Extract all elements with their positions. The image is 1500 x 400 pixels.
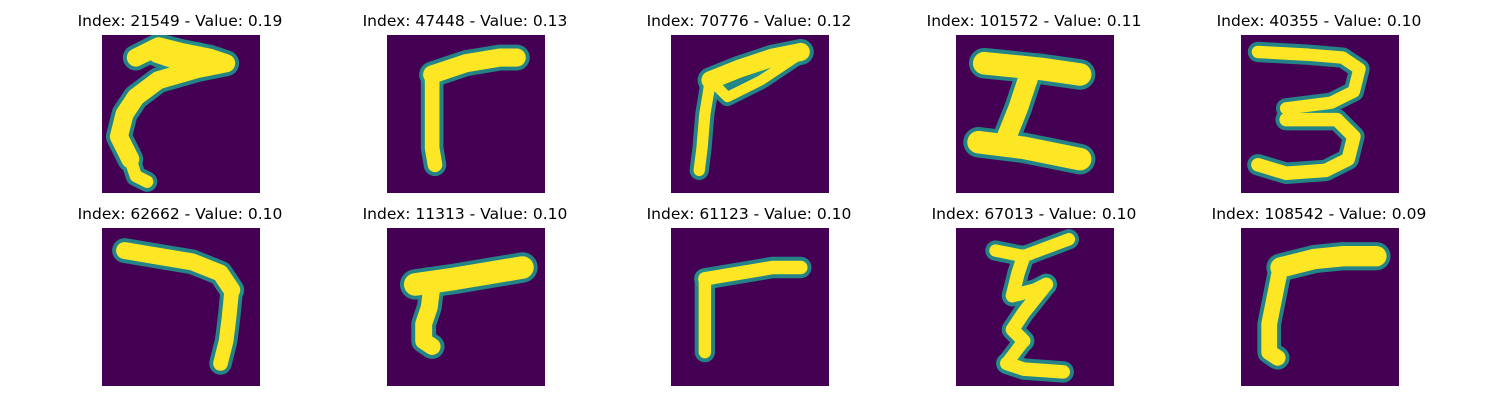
stroke-core (705, 52, 801, 103)
stroke-core (213, 282, 240, 371)
digit-image (387, 35, 545, 193)
digit-image (1241, 228, 1399, 386)
digit-image (387, 228, 545, 386)
stroke-core (1270, 246, 1387, 278)
stroke-core (1261, 259, 1289, 366)
digit-image (102, 35, 260, 193)
stroke-core (1000, 356, 1070, 379)
stroke-core (424, 67, 443, 173)
panel-title: Index: 40355 - Value: 0.10 (1216, 12, 1422, 30)
stroke-core (996, 64, 1040, 147)
digit-image (956, 35, 1114, 193)
stroke-core (116, 242, 241, 299)
stroke-core (1251, 45, 1366, 115)
digit-image (671, 228, 829, 386)
stroke-core (693, 74, 717, 177)
panel-title: Index: 47448 - Value: 0.13 (362, 12, 568, 30)
panel-title: Index: 11313 - Value: 0.10 (362, 205, 568, 223)
panel-title: Index: 67013 - Value: 0.10 (931, 205, 1137, 223)
stroke-core (415, 275, 441, 355)
stroke-core (967, 130, 1092, 171)
stroke-core (423, 48, 526, 84)
panel-title: Index: 70776 - Value: 0.12 (646, 12, 852, 30)
stroke-core (972, 51, 1092, 86)
stroke-core (1251, 112, 1361, 181)
panel-title: Index: 101572 - Value: 0.11 (926, 12, 1142, 30)
stroke-core (147, 40, 210, 69)
digit-image (671, 35, 829, 193)
panel-title: Index: 21549 - Value: 0.19 (77, 12, 283, 30)
stroke-core (1005, 277, 1054, 348)
digit-image (102, 228, 260, 386)
panel-title: Index: 108542 - Value: 0.09 (1211, 205, 1427, 223)
stroke-core (698, 260, 808, 286)
image-background (387, 228, 545, 386)
stroke-core (124, 152, 154, 188)
panel-title: Index: 61123 - Value: 0.10 (646, 205, 852, 223)
digit-image (1241, 35, 1399, 193)
digit-image (956, 228, 1114, 386)
panel-title: Index: 62662 - Value: 0.10 (77, 205, 283, 223)
stroke-core (701, 42, 810, 90)
stroke-core (1000, 334, 1030, 370)
